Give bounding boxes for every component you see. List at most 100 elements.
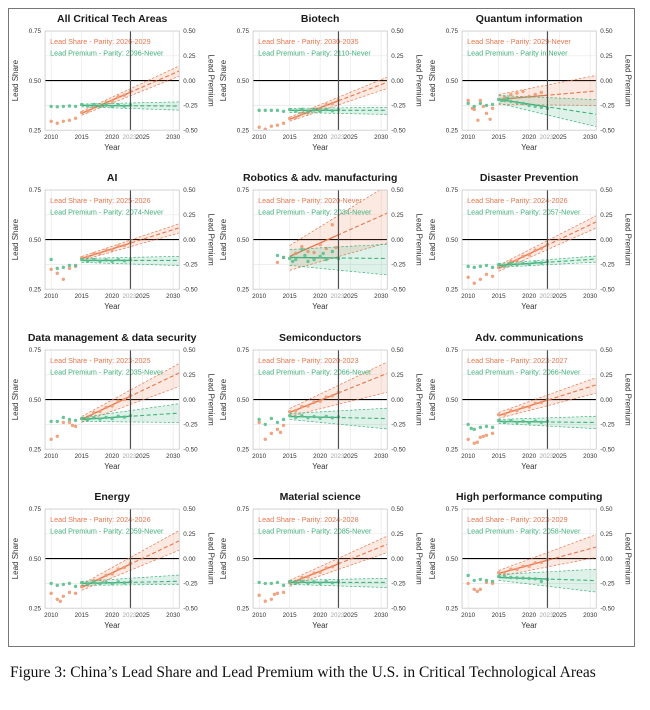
right-axis-tick: -0.50 (392, 446, 407, 453)
x-axis-tick: 2020 (105, 612, 120, 619)
left-axis-tick: 0.50 (445, 78, 458, 85)
legend-lead-premium: Lead Premium - Parity: 2035-Never (50, 367, 164, 376)
x-axis-label: Year (521, 143, 537, 152)
right-axis-label: Lead Premium (415, 55, 424, 107)
x-axis-tick: 2020 (522, 612, 537, 619)
panel-title: AI (107, 172, 118, 184)
legend-lead-share: Lead Share - Parity: 2026-2029 (50, 37, 151, 46)
x-axis-tick: 2020 (105, 134, 120, 141)
x-axis-tick: 2030 (583, 134, 598, 141)
right-axis-tick: 0.25 (392, 531, 405, 538)
panel-title: Material science (280, 491, 361, 503)
left-axis-tick: 0.25 (445, 127, 458, 134)
left-axis-tick: 0.75 (29, 506, 42, 513)
right-axis-tick: -0.50 (392, 287, 407, 294)
left-axis-tick: 0.75 (29, 347, 42, 354)
left-axis-tick: 0.50 (237, 396, 250, 403)
left-axis-label: Lead Share (219, 537, 228, 579)
left-axis-label: Lead Share (428, 59, 437, 101)
x-axis-tick: 2010 (44, 612, 59, 619)
subplot: Lead Share - Parity: 2023-2025 Lead Premi… (9, 328, 217, 487)
left-axis-label: Lead Share (428, 378, 437, 420)
x-axis-tick: 2030 (583, 612, 598, 619)
x-axis-tick-vline-year: 2023 (331, 293, 346, 300)
right-axis-tick: -0.50 (600, 446, 615, 453)
left-axis-tick: 0.25 (29, 287, 42, 294)
right-axis-tick: 0.25 (183, 212, 196, 219)
right-axis-tick: 0.00 (392, 78, 405, 85)
x-axis-tick: 2010 (44, 453, 59, 460)
legend-lead-premium: Lead Premium - Parity: 2058-Never (467, 526, 581, 535)
x-axis-tick: 2025 (344, 612, 359, 619)
left-axis-tick: 0.75 (29, 187, 42, 194)
figure-panel-frame: Lead Share - Parity: 2026-2029 Lead Premi… (8, 8, 635, 647)
right-axis-label: Lead Premium (415, 373, 424, 425)
legend-lead-premium: Lead Premium - Parity: 2085-Never (258, 526, 372, 535)
legend-lead-share: Lead Share - Parity: 2024-2028 (258, 515, 359, 524)
left-axis-tick: 0.25 (237, 127, 250, 134)
legend-lead-share: Lead Share - Parity: 2023-2029 (467, 515, 568, 524)
legend-lead-share: Lead Share - Parity: 2020-2023 (258, 356, 359, 365)
right-axis-tick: 0.25 (183, 372, 196, 379)
legend-lead-premium: Lead Premium - Parity: 2066-Never (467, 367, 581, 376)
x-axis-tick: 2025 (344, 134, 359, 141)
right-axis-tick: -0.25 (183, 421, 198, 428)
right-axis-tick: 0.00 (183, 396, 196, 403)
x-axis-label: Year (313, 302, 329, 311)
x-axis-tick: 2015 (283, 453, 298, 460)
x-axis-tick: 2030 (374, 453, 389, 460)
x-axis-tick-vline-year: 2023 (331, 453, 346, 460)
x-axis-tick: 2015 (491, 612, 506, 619)
panel-title: All Critical Tech Areas (57, 13, 167, 25)
legend-lead-share: Lead Share - Parity: 2030-2035 (258, 37, 359, 46)
x-axis-tick: 2020 (522, 293, 537, 300)
right-axis-label: Lead Premium (206, 373, 215, 425)
right-axis-tick: 0.50 (600, 347, 613, 354)
x-axis-tick: 2015 (491, 134, 506, 141)
left-axis-tick: 0.25 (445, 446, 458, 453)
left-axis-tick: 0.50 (29, 556, 42, 563)
panel-title: Robotics & adv. manufacturing (243, 172, 397, 184)
subplot: Lead Share - Parity: 2024-2028 Lead Premi… (217, 487, 425, 646)
x-axis-tick: 2015 (75, 293, 90, 300)
right-axis-tick: -0.50 (600, 287, 615, 294)
x-axis-tick: 2015 (283, 134, 298, 141)
right-axis-tick: -0.25 (392, 421, 407, 428)
legend-lead-premium: Lead Premium - Parity: 2074-Never (50, 208, 164, 217)
left-axis-tick: 0.50 (445, 237, 458, 244)
right-axis-tick: -0.25 (183, 580, 198, 587)
x-axis-tick-vline-year: 2023 (331, 134, 346, 141)
x-axis-tick: 2015 (75, 134, 90, 141)
left-axis-tick: 0.75 (445, 506, 458, 513)
right-axis-tick: 0.00 (600, 78, 613, 85)
legend-lead-share: Lead Share - Parity: 2024-2026 (467, 196, 568, 205)
right-axis-tick: -0.25 (392, 262, 407, 269)
right-axis-tick: -0.25 (600, 103, 615, 110)
panel-chart: Lead Share - Parity: 2024-2028 Lead Premi… (219, 491, 423, 630)
x-axis-tick-vline-year: 2023 (539, 134, 554, 141)
panel-chart: Lead Share - Parity: 2025-2026 Lead Premi… (11, 172, 215, 311)
left-axis-tick: 0.75 (237, 347, 250, 354)
subplot: Lead Share - Parity: 2020-Never Lead Prem… (217, 168, 425, 327)
x-axis-label: Year (521, 621, 537, 630)
x-axis-label: Year (104, 143, 120, 152)
panel-chart: Lead Share - Parity: 2026-2029 Lead Premi… (11, 13, 215, 152)
x-axis-label: Year (104, 302, 120, 311)
left-axis-tick: 0.50 (29, 396, 42, 403)
left-axis-tick: 0.75 (445, 187, 458, 194)
x-axis-tick: 2030 (374, 612, 389, 619)
x-axis-label: Year (521, 302, 537, 311)
x-axis-tick: 2010 (252, 612, 267, 619)
legend-lead-share: Lead Share - Parity: 2024-2026 (50, 515, 151, 524)
left-axis-tick: 0.25 (29, 446, 42, 453)
right-axis-label: Lead Premium (415, 214, 424, 266)
left-axis-tick: 0.25 (445, 605, 458, 612)
right-axis-tick: 0.25 (183, 53, 196, 60)
right-axis-tick: -0.50 (183, 127, 198, 134)
right-axis-tick: 0.00 (600, 556, 613, 563)
legend-lead-premium: Lead Premium - Parity: 2034-Never (258, 208, 372, 217)
x-axis-tick: 2030 (374, 134, 389, 141)
left-axis-label: Lead Share (219, 378, 228, 420)
left-axis-tick: 0.50 (237, 556, 250, 563)
right-axis-tick: -0.25 (600, 580, 615, 587)
